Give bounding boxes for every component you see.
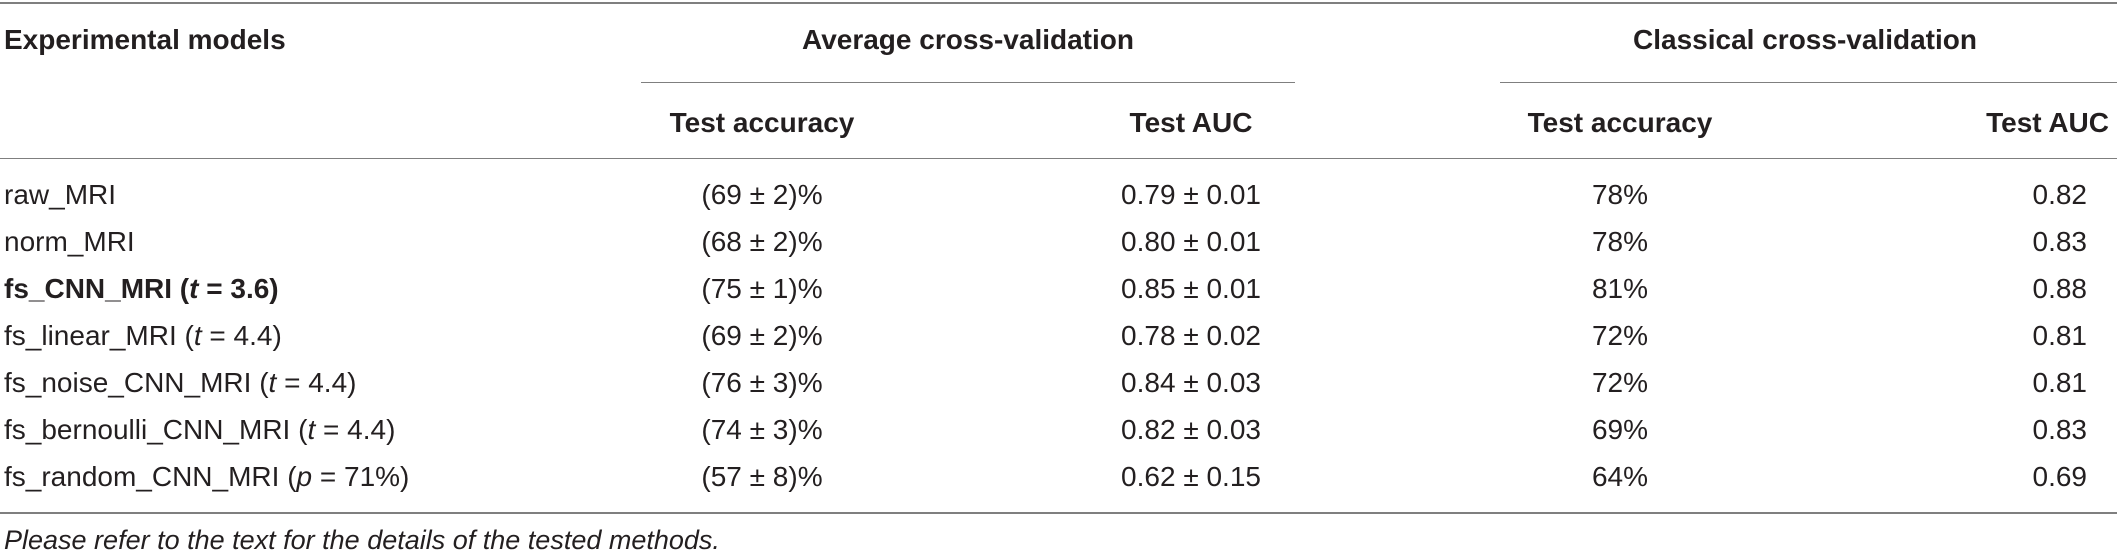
header-experimental-models: Experimental models (4, 24, 286, 55)
cell-cls-test-accuracy: 78% (1591, 179, 1649, 210)
model-param-prefix: ( (176, 320, 194, 351)
cell-cls-test-accuracy: 72% (1591, 320, 1649, 351)
cell-cls-test-auc: 0.81 (2032, 367, 2088, 398)
cell-avg-test-auc: 0.84 ± 0.03 (1121, 367, 1261, 398)
model-param-variable: t (268, 367, 277, 398)
cell-cls-test-accuracy: 78% (1591, 226, 1649, 257)
row-model-label: fs_linear_MRI (t = 4.4) (4, 320, 282, 352)
cell-cls-test-accuracy: 72% (1591, 367, 1649, 398)
model-name: fs_random_CNN_MRI (4, 461, 280, 492)
model-name: fs_CNN_MRI (4, 273, 173, 304)
model-name: norm_MRI (4, 226, 135, 257)
cell-avg-test-accuracy: (69 ± 2)% (701, 320, 823, 351)
row-model-label: raw_MRI (4, 179, 116, 211)
model-param-prefix: ( (290, 414, 308, 445)
cell-cls-test-auc: 0.81 (2032, 320, 2088, 351)
cell-cls-test-auc: 0.88 (2032, 273, 2088, 304)
row-model-label: norm_MRI (4, 226, 135, 258)
cell-avg-test-auc: 0.79 ± 0.01 (1121, 179, 1261, 210)
cell-cls-test-auc: 0.83 (2032, 414, 2088, 445)
row-model-label: fs_bernoulli_CNN_MRI (t = 4.4) (4, 414, 395, 446)
row-model-label: fs_random_CNN_MRI (p = 71%) (4, 461, 409, 493)
model-param-variable: p (296, 461, 313, 492)
subheader-avg-test-accuracy: Test accuracy (669, 107, 855, 138)
table-footnote: Please refer to the text for the details… (4, 525, 720, 555)
model-param-prefix: ( (251, 367, 269, 398)
cell-avg-test-accuracy: (57 ± 8)% (701, 461, 823, 492)
cell-cls-test-auc: 0.83 (2032, 226, 2088, 257)
cell-avg-test-auc: 0.62 ± 0.15 (1121, 461, 1261, 492)
model-param-value: = 3.6) (198, 273, 279, 304)
group-rule-classical (1500, 82, 2117, 83)
cell-cls-test-accuracy: 64% (1591, 461, 1649, 492)
cell-avg-test-accuracy: (68 ± 2)% (701, 226, 823, 257)
model-name: fs_noise_CNN_MRI (4, 367, 252, 398)
model-name: raw_MRI (4, 179, 117, 210)
model-name: fs_linear_MRI (4, 320, 177, 351)
model-name: fs_bernoulli_CNN_MRI (4, 414, 291, 445)
cell-cls-test-auc: 0.69 (2032, 461, 2088, 492)
model-param-prefix: ( (172, 273, 190, 304)
model-param-value: = 4.4) (201, 320, 282, 351)
row-model-label: fs_CNN_MRI (t = 3.6) (4, 273, 279, 305)
table-bottom-rule (0, 512, 2117, 514)
cell-avg-test-auc: 0.80 ± 0.01 (1121, 226, 1261, 257)
header-bottom-rule (0, 158, 2117, 159)
cell-avg-test-auc: 0.82 ± 0.03 (1121, 414, 1261, 445)
cell-avg-test-accuracy: (74 ± 3)% (701, 414, 823, 445)
subheader-cls-test-auc: Test AUC (1986, 107, 2109, 138)
model-param-value: = 4.4) (276, 367, 357, 398)
cell-avg-test-accuracy: (76 ± 3)% (701, 367, 823, 398)
header-average-cross-validation: Average cross-validation (802, 24, 1134, 55)
model-param-value: = 4.4) (315, 414, 396, 445)
cell-cls-test-accuracy: 69% (1591, 414, 1649, 445)
cell-avg-test-auc: 0.85 ± 0.01 (1121, 273, 1261, 304)
table-top-rule (0, 2, 2117, 4)
row-model-label: fs_noise_CNN_MRI (t = 4.4) (4, 367, 356, 399)
model-param-value: = 71%) (312, 461, 410, 492)
cell-avg-test-accuracy: (75 ± 1)% (701, 273, 823, 304)
cell-avg-test-accuracy: (69 ± 2)% (701, 179, 823, 210)
cell-cls-test-accuracy: 81% (1591, 273, 1649, 304)
cell-avg-test-auc: 0.78 ± 0.02 (1121, 320, 1261, 351)
cell-cls-test-auc: 0.82 (2032, 179, 2088, 210)
subheader-avg-test-auc: Test AUC (1129, 107, 1253, 138)
subheader-cls-test-accuracy: Test accuracy (1527, 107, 1713, 138)
model-param-variable: t (193, 320, 202, 351)
header-classical-cross-validation: Classical cross-validation (1633, 24, 1977, 55)
model-param-prefix: ( (279, 461, 297, 492)
model-param-variable: t (189, 273, 199, 304)
group-rule-average (641, 82, 1295, 83)
model-param-variable: t (307, 414, 316, 445)
